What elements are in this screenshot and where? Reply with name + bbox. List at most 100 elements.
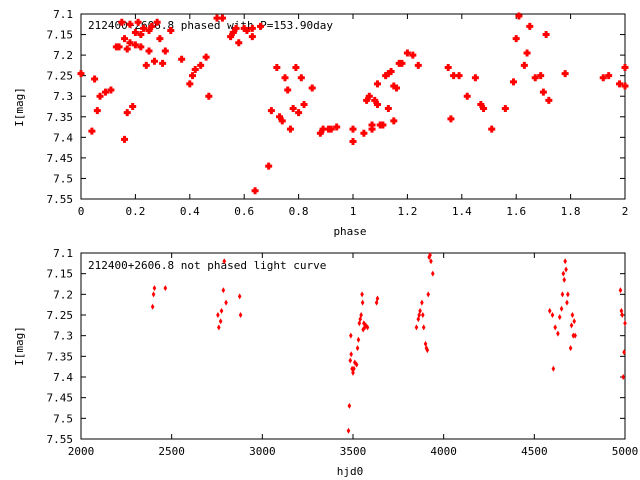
light-curve-y-tick-label: 7.5 xyxy=(53,412,73,425)
phased-plot-data-point xyxy=(308,84,316,92)
phased-plot-data-point xyxy=(265,162,273,170)
phased-plot-x-tick-label: 1.4 xyxy=(452,205,472,218)
light-curve-data-point xyxy=(238,312,243,318)
phased-plot-xlabel: phase xyxy=(333,225,366,238)
light-curve-data-point xyxy=(375,295,380,302)
phased-plot-data-point xyxy=(616,80,624,88)
light-curve-data-point xyxy=(560,291,565,298)
light-curve-data-point xyxy=(547,307,552,314)
phased-plot-data-point xyxy=(360,129,368,137)
phased-plot-data-point xyxy=(276,113,284,121)
phased-plot-data-point xyxy=(281,74,289,82)
phased-plot-x-tick-label: 0.4 xyxy=(180,205,200,218)
phased-plot-data-point xyxy=(96,92,104,100)
phased-plot-data-point xyxy=(88,127,96,135)
light-curve-data-point xyxy=(571,332,576,339)
phased-plot-data-point xyxy=(605,72,613,80)
phased-plot-data-point xyxy=(382,72,390,80)
phased-plot-data-point xyxy=(243,26,251,34)
phased-plot-data-point xyxy=(189,72,197,80)
phased-plot-y-tick-label: 7.25 xyxy=(47,70,74,83)
light-curve-data-point xyxy=(618,287,623,294)
phased-plot-data-point xyxy=(129,103,137,110)
light-curve-data-point xyxy=(566,291,570,298)
light-curve-data-point xyxy=(430,270,435,277)
light-curve-ylabel: I[mag] xyxy=(13,326,26,366)
light-curve-data-point xyxy=(347,402,352,409)
phased-plot-data-point xyxy=(178,55,186,63)
light-curve-data-point xyxy=(222,258,227,265)
phased-plot-points xyxy=(77,12,629,195)
light-curve-data-point xyxy=(224,299,228,306)
light-curve-y-tick-label: 7.3 xyxy=(53,330,73,343)
phased-plot-data-point xyxy=(371,96,379,104)
light-curve-data-point xyxy=(421,312,425,318)
light-curve-data-point xyxy=(151,291,156,298)
light-curve-data-point xyxy=(150,303,155,310)
light-curve-data-point xyxy=(219,307,224,314)
light-curve-y-tick-label: 7.45 xyxy=(47,392,74,405)
phased-plot-data-point xyxy=(537,72,545,80)
phased-plot-data-point xyxy=(368,121,376,129)
phased-plot-data-point xyxy=(131,41,139,49)
phased-plot-data-point xyxy=(316,129,324,137)
phased-plot-data-point xyxy=(248,33,256,41)
phased-plot-data-point xyxy=(599,74,607,82)
phased-plot-data-point xyxy=(121,35,129,43)
phased-plot-data-point xyxy=(159,59,167,67)
phased-plot-data-point xyxy=(232,24,240,32)
light-curve-data-point xyxy=(553,324,557,331)
phased-plot-x-tick-label: 0.6 xyxy=(234,205,254,218)
phased-plot-data-point xyxy=(455,72,463,80)
phased-plot-data-point xyxy=(526,22,534,30)
phased-plot-data-point xyxy=(398,59,406,67)
light-curve-data-point xyxy=(622,349,626,356)
light-curve-data-point xyxy=(414,324,419,331)
phased-plot-data-point xyxy=(235,39,243,47)
phased-plot-frame xyxy=(80,13,626,200)
phased-plot-ticks: 0 0.2 0.4 0.6 0.8 1 1.2 1.4 1.6 1.8 2 7.1 7.15 7.2 7.2… xyxy=(47,8,629,218)
light-curve-frame xyxy=(80,252,626,440)
phased-plot-data-point xyxy=(161,47,169,55)
phased-plot-data-point xyxy=(373,100,381,108)
phased-plot-data-point xyxy=(123,45,131,53)
phased-plot-data-point xyxy=(251,187,259,195)
light-curve-data-point xyxy=(217,324,221,331)
phased-plot-y-tick-label: 7.35 xyxy=(47,111,74,124)
phased-plot-data-point xyxy=(229,29,237,36)
light-curve-data-point xyxy=(429,258,433,265)
phased-plot-data-point xyxy=(107,86,115,94)
phased-plot-y-tick-label: 7.45 xyxy=(47,152,74,165)
phased-plot-data-point xyxy=(101,88,109,96)
phased-plot-data-point xyxy=(300,100,308,108)
phased-plot-data-point xyxy=(384,105,392,113)
light-curve-data-point xyxy=(218,318,223,325)
phased-plot-data-point xyxy=(140,24,148,32)
light-curve-y-tick-label: 7.4 xyxy=(53,371,73,384)
phased-plot-data-point xyxy=(471,74,479,82)
phased-plot-x-tick-label: 1 xyxy=(350,205,357,218)
phased-plot-data-point xyxy=(365,92,373,100)
phased-plot-y-tick-label: 7.4 xyxy=(53,131,73,144)
light-curve-x-tick-label: 3500 xyxy=(340,445,367,458)
light-curve-data-point xyxy=(572,318,577,325)
phased-plot-data-point xyxy=(93,107,101,115)
phased-plot-data-point xyxy=(153,18,161,26)
phased-plot-data-point xyxy=(167,26,175,34)
phased-plot-data-point xyxy=(273,63,281,71)
phased-plot-x-tick-label: 0.8 xyxy=(289,205,309,218)
light-curve-data-point xyxy=(570,312,575,318)
phased-plot-data-point xyxy=(403,49,411,57)
phased-plot-data-point xyxy=(621,82,629,90)
phased-plot-data-point xyxy=(145,47,153,55)
phased-plot-x-tick-label: 1.6 xyxy=(506,205,526,218)
light-curve-data-point xyxy=(354,361,359,368)
phased-plot-data-point xyxy=(292,63,300,71)
phased-plot-data-point xyxy=(227,33,235,41)
light-curve-x-tick-label: 3000 xyxy=(249,445,276,458)
phased-plot-ylabel: I[mag] xyxy=(13,87,26,127)
phased-plot-data-point xyxy=(126,39,134,47)
phased-plot-data-point xyxy=(349,125,357,133)
phased-plot-y-tick-label: 7.3 xyxy=(53,90,73,103)
light-curve-data-point xyxy=(562,276,567,283)
